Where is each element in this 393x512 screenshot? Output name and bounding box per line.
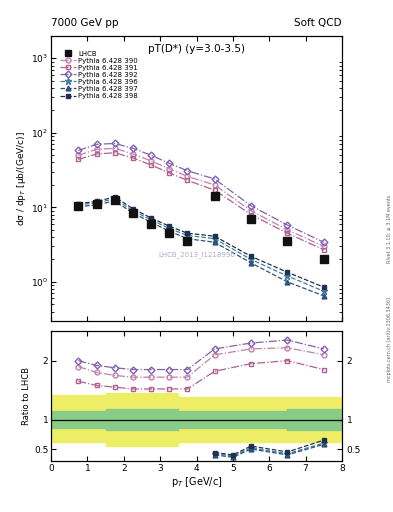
Y-axis label: Ratio to LHCB: Ratio to LHCB bbox=[22, 367, 31, 425]
Text: 7000 GeV pp: 7000 GeV pp bbox=[51, 18, 119, 28]
Text: Rivet 3.1.10; ≥ 3.1M events: Rivet 3.1.10; ≥ 3.1M events bbox=[387, 195, 392, 263]
Text: LHCB_2013_I1218996: LHCB_2013_I1218996 bbox=[158, 251, 235, 258]
X-axis label: p$_{T}$ [GeV/c]: p$_{T}$ [GeV/c] bbox=[171, 475, 222, 489]
Legend: LHCB, Pythia 6.428 390, Pythia 6.428 391, Pythia 6.428 392, Pythia 6.428 396, Py: LHCB, Pythia 6.428 390, Pythia 6.428 391… bbox=[61, 51, 138, 99]
Text: mcplots.cern.ch [arXiv:1306.3436]: mcplots.cern.ch [arXiv:1306.3436] bbox=[387, 297, 392, 382]
Text: Soft QCD: Soft QCD bbox=[294, 18, 342, 28]
Y-axis label: dσ / dp$_{T}$ [μb/(GeV/c)]: dσ / dp$_{T}$ [μb/(GeV/c)] bbox=[15, 131, 28, 226]
Text: pT(D*) (y=3.0-3.5): pT(D*) (y=3.0-3.5) bbox=[148, 45, 245, 54]
